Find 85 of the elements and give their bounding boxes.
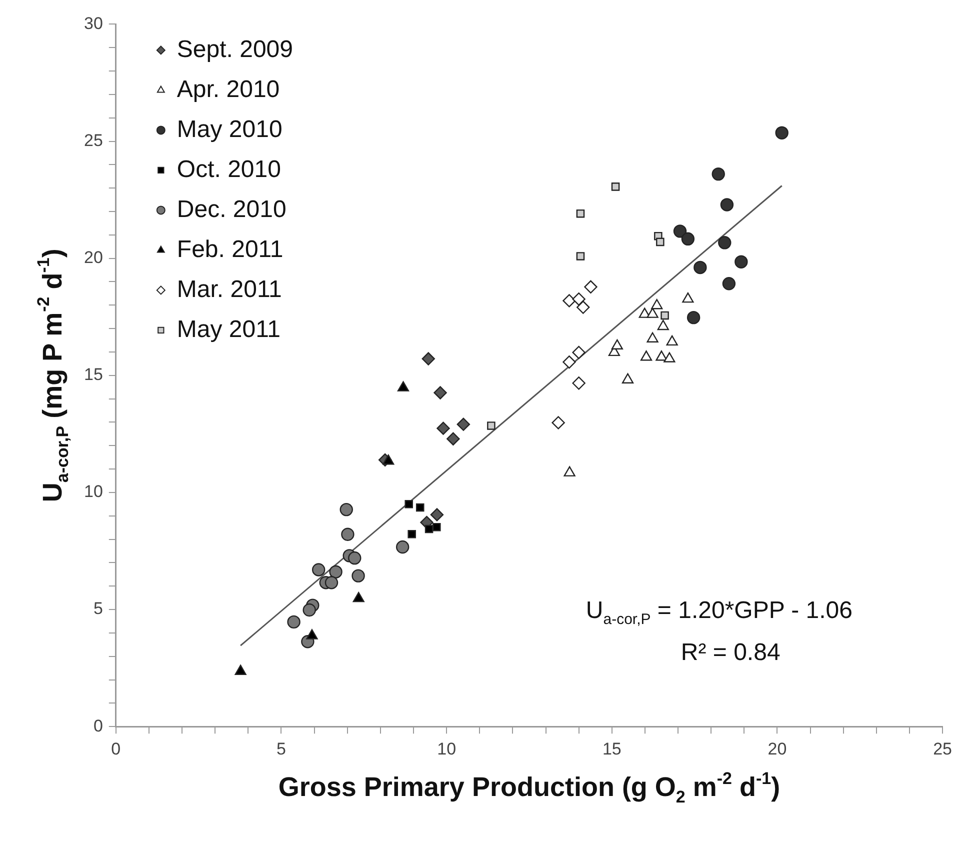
point: [430, 508, 444, 522]
point: [734, 255, 748, 268]
point: [422, 352, 435, 366]
point: [584, 280, 598, 294]
point: [682, 292, 694, 303]
point: [352, 569, 365, 582]
x-tick-label: 20: [768, 739, 787, 758]
y-tick-label: 15: [84, 365, 103, 384]
point: [382, 454, 394, 465]
point: [718, 236, 732, 250]
point: [656, 238, 664, 246]
x-tick-label: 25: [933, 739, 952, 758]
point: [424, 524, 434, 534]
point: [572, 346, 586, 360]
point: [408, 530, 416, 538]
x-tick-label: 5: [276, 739, 286, 758]
point: [564, 466, 576, 476]
point: [775, 126, 788, 140]
point: [572, 292, 586, 306]
y-tick-label: 25: [84, 130, 103, 150]
point: [656, 350, 668, 361]
point: [572, 376, 586, 390]
point: [722, 277, 736, 290]
point: [340, 502, 353, 516]
point: [456, 418, 470, 431]
point: [576, 300, 590, 314]
point: [348, 551, 362, 565]
point: [287, 615, 300, 629]
point: [712, 167, 725, 181]
y-tick-label: 20: [84, 248, 103, 268]
point: [646, 332, 658, 342]
legend-label: Oct. 2010: [176, 156, 281, 183]
point: [673, 224, 687, 238]
point: [446, 432, 460, 446]
point: [306, 629, 318, 640]
point: [651, 299, 663, 310]
legend-label: Sept. 2009: [176, 36, 294, 63]
point: [611, 339, 623, 350]
legend-label: May 2011: [176, 316, 281, 343]
point: [562, 355, 576, 369]
point: [576, 209, 585, 218]
point: [341, 528, 354, 541]
point: [329, 565, 342, 578]
point: [694, 260, 707, 274]
point: [396, 540, 410, 554]
legend-label: Apr. 2010: [176, 76, 280, 103]
y-tick-label: 5: [93, 599, 103, 618]
point: [681, 232, 695, 246]
point: [416, 503, 424, 512]
point: [686, 310, 700, 324]
legend-label: Dec. 2010: [176, 196, 286, 223]
point: [352, 592, 364, 602]
x-tick-label: 15: [602, 739, 622, 758]
point: [720, 198, 734, 212]
point: [404, 500, 414, 508]
x-tick-label: 0: [111, 739, 121, 758]
point: [640, 350, 652, 361]
point: [487, 422, 496, 430]
point: [552, 416, 565, 430]
point: [324, 576, 338, 590]
point: [302, 603, 316, 617]
x-tick-label: 10: [437, 739, 456, 758]
point: [432, 522, 441, 532]
legend-label: Mar. 2011: [176, 276, 282, 303]
legend-label: Feb. 2011: [176, 236, 284, 263]
point: [234, 664, 246, 675]
y-tick-label: 0: [93, 716, 103, 736]
y-axis-title: Ua-cor,P (mg P m-2 d-1): [34, 248, 72, 502]
point: [397, 381, 410, 392]
annotation: R² = 0.84: [680, 639, 780, 666]
point: [434, 386, 447, 400]
point: [664, 352, 676, 362]
point: [622, 373, 634, 384]
point: [436, 422, 450, 435]
point: [611, 182, 620, 191]
y-tick-label: 30: [84, 14, 103, 33]
point: [312, 563, 326, 576]
y-tick-label: 10: [84, 482, 103, 502]
point: [657, 320, 669, 330]
point: [666, 335, 678, 346]
point: [562, 294, 576, 308]
point: [576, 252, 585, 260]
point: [660, 311, 669, 320]
legend-label: May 2010: [176, 116, 282, 143]
point: [646, 308, 658, 318]
